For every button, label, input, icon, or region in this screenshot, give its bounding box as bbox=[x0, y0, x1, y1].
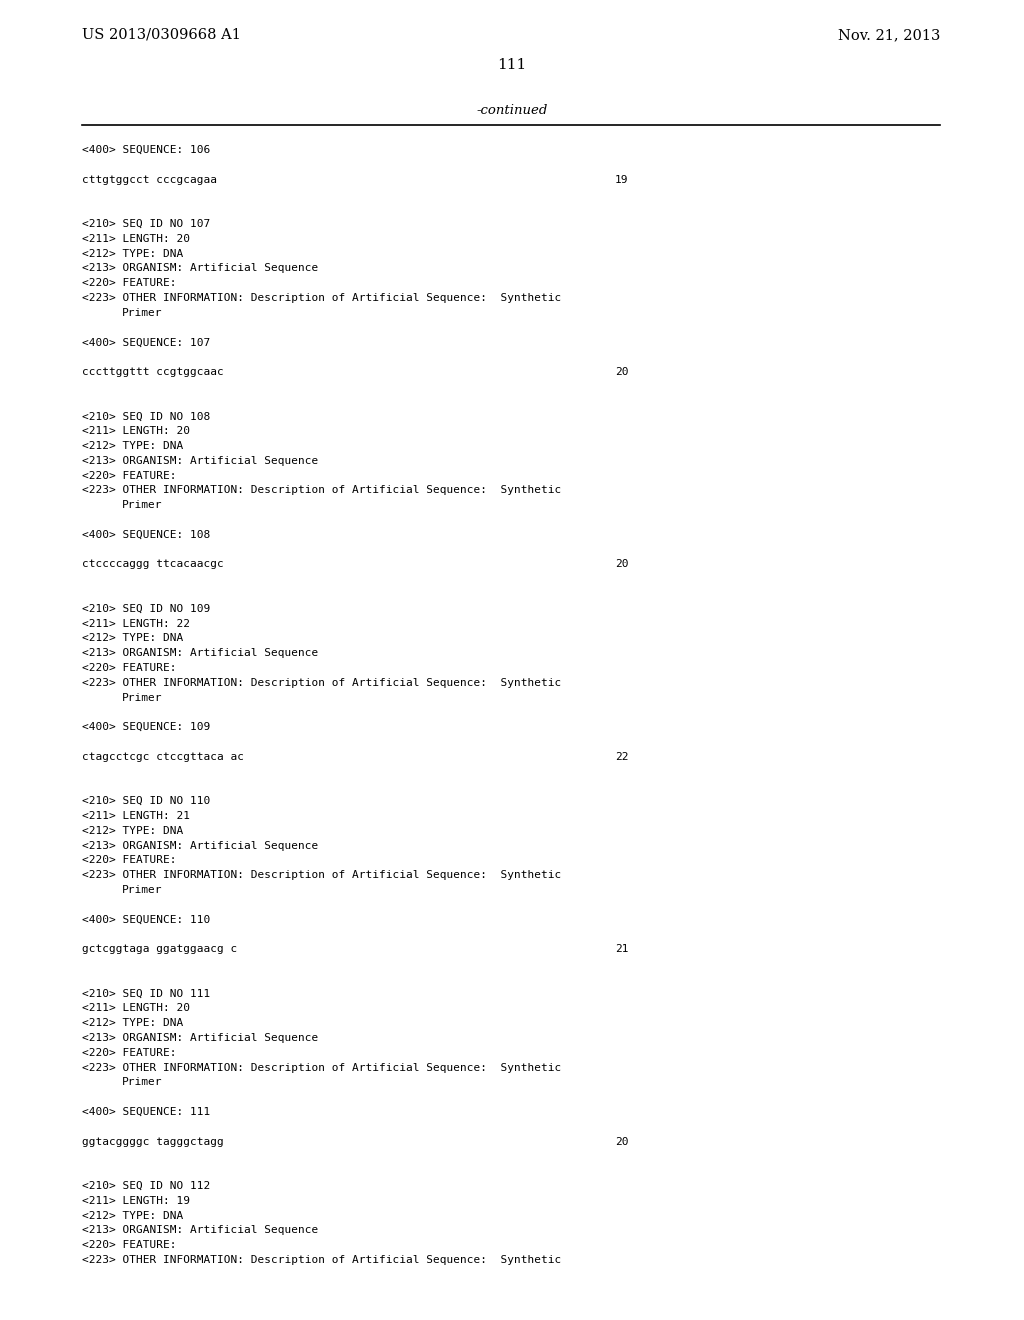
Text: <220> FEATURE:: <220> FEATURE: bbox=[82, 471, 176, 480]
Text: ctccccaggg ttcacaacgc: ctccccaggg ttcacaacgc bbox=[82, 560, 224, 569]
Text: <211> LENGTH: 19: <211> LENGTH: 19 bbox=[82, 1196, 190, 1205]
Text: <220> FEATURE:: <220> FEATURE: bbox=[82, 663, 176, 673]
Text: <213> ORGANISM: Artificial Sequence: <213> ORGANISM: Artificial Sequence bbox=[82, 264, 318, 273]
Text: gctcggtaga ggatggaacg c: gctcggtaga ggatggaacg c bbox=[82, 944, 238, 954]
Text: <212> TYPE: DNA: <212> TYPE: DNA bbox=[82, 1018, 183, 1028]
Text: <220> FEATURE:: <220> FEATURE: bbox=[82, 279, 176, 288]
Text: 22: 22 bbox=[615, 752, 629, 762]
Text: <213> ORGANISM: Artificial Sequence: <213> ORGANISM: Artificial Sequence bbox=[82, 841, 318, 850]
Text: <212> TYPE: DNA: <212> TYPE: DNA bbox=[82, 826, 183, 836]
Text: <400> SEQUENCE: 110: <400> SEQUENCE: 110 bbox=[82, 915, 210, 924]
Text: <212> TYPE: DNA: <212> TYPE: DNA bbox=[82, 441, 183, 451]
Text: <213> ORGANISM: Artificial Sequence: <213> ORGANISM: Artificial Sequence bbox=[82, 1225, 318, 1236]
Text: <223> OTHER INFORMATION: Description of Artificial Sequence:  Synthetic: <223> OTHER INFORMATION: Description of … bbox=[82, 1063, 561, 1073]
Text: <212> TYPE: DNA: <212> TYPE: DNA bbox=[82, 1210, 183, 1221]
Text: <210> SEQ ID NO 109: <210> SEQ ID NO 109 bbox=[82, 603, 210, 614]
Text: <210> SEQ ID NO 107: <210> SEQ ID NO 107 bbox=[82, 219, 210, 228]
Text: <211> LENGTH: 20: <211> LENGTH: 20 bbox=[82, 234, 190, 244]
Text: Primer: Primer bbox=[122, 884, 163, 895]
Text: ctagcctcgc ctccgttaca ac: ctagcctcgc ctccgttaca ac bbox=[82, 752, 244, 762]
Text: <400> SEQUENCE: 109: <400> SEQUENCE: 109 bbox=[82, 722, 210, 733]
Text: Primer: Primer bbox=[122, 308, 163, 318]
Text: Primer: Primer bbox=[122, 500, 163, 511]
Text: <223> OTHER INFORMATION: Description of Artificial Sequence:  Synthetic: <223> OTHER INFORMATION: Description of … bbox=[82, 870, 561, 880]
Text: <210> SEQ ID NO 108: <210> SEQ ID NO 108 bbox=[82, 412, 210, 421]
Text: <211> LENGTH: 20: <211> LENGTH: 20 bbox=[82, 426, 190, 436]
Text: <400> SEQUENCE: 107: <400> SEQUENCE: 107 bbox=[82, 338, 210, 347]
Text: <213> ORGANISM: Artificial Sequence: <213> ORGANISM: Artificial Sequence bbox=[82, 1034, 318, 1043]
Text: <223> OTHER INFORMATION: Description of Artificial Sequence:  Synthetic: <223> OTHER INFORMATION: Description of … bbox=[82, 486, 561, 495]
Text: ggtacggggc tagggctagg: ggtacggggc tagggctagg bbox=[82, 1137, 224, 1147]
Text: <212> TYPE: DNA: <212> TYPE: DNA bbox=[82, 248, 183, 259]
Text: <400> SEQUENCE: 111: <400> SEQUENCE: 111 bbox=[82, 1107, 210, 1117]
Text: 19: 19 bbox=[615, 174, 629, 185]
Text: <220> FEATURE:: <220> FEATURE: bbox=[82, 855, 176, 866]
Text: <212> TYPE: DNA: <212> TYPE: DNA bbox=[82, 634, 183, 643]
Text: cccttggttt ccgtggcaac: cccttggttt ccgtggcaac bbox=[82, 367, 224, 378]
Text: cttgtggcct cccgcagaa: cttgtggcct cccgcagaa bbox=[82, 174, 217, 185]
Text: -continued: -continued bbox=[476, 103, 548, 116]
Text: <213> ORGANISM: Artificial Sequence: <213> ORGANISM: Artificial Sequence bbox=[82, 648, 318, 659]
Text: 20: 20 bbox=[615, 560, 629, 569]
Text: 21: 21 bbox=[615, 944, 629, 954]
Text: 111: 111 bbox=[498, 58, 526, 73]
Text: <210> SEQ ID NO 110: <210> SEQ ID NO 110 bbox=[82, 796, 210, 807]
Text: <220> FEATURE:: <220> FEATURE: bbox=[82, 1241, 176, 1250]
Text: <400> SEQUENCE: 108: <400> SEQUENCE: 108 bbox=[82, 529, 210, 540]
Text: <211> LENGTH: 22: <211> LENGTH: 22 bbox=[82, 619, 190, 628]
Text: <400> SEQUENCE: 106: <400> SEQUENCE: 106 bbox=[82, 145, 210, 154]
Text: <211> LENGTH: 20: <211> LENGTH: 20 bbox=[82, 1003, 190, 1014]
Text: 20: 20 bbox=[615, 1137, 629, 1147]
Text: Nov. 21, 2013: Nov. 21, 2013 bbox=[838, 28, 940, 42]
Text: <211> LENGTH: 21: <211> LENGTH: 21 bbox=[82, 810, 190, 821]
Text: <213> ORGANISM: Artificial Sequence: <213> ORGANISM: Artificial Sequence bbox=[82, 455, 318, 466]
Text: <220> FEATURE:: <220> FEATURE: bbox=[82, 1048, 176, 1057]
Text: <223> OTHER INFORMATION: Description of Artificial Sequence:  Synthetic: <223> OTHER INFORMATION: Description of … bbox=[82, 293, 561, 304]
Text: <210> SEQ ID NO 111: <210> SEQ ID NO 111 bbox=[82, 989, 210, 999]
Text: Primer: Primer bbox=[122, 1077, 163, 1088]
Text: Primer: Primer bbox=[122, 693, 163, 702]
Text: <210> SEQ ID NO 112: <210> SEQ ID NO 112 bbox=[82, 1181, 210, 1191]
Text: US 2013/0309668 A1: US 2013/0309668 A1 bbox=[82, 28, 241, 42]
Text: <223> OTHER INFORMATION: Description of Artificial Sequence:  Synthetic: <223> OTHER INFORMATION: Description of … bbox=[82, 1255, 561, 1265]
Text: 20: 20 bbox=[615, 367, 629, 378]
Text: <223> OTHER INFORMATION: Description of Artificial Sequence:  Synthetic: <223> OTHER INFORMATION: Description of … bbox=[82, 677, 561, 688]
